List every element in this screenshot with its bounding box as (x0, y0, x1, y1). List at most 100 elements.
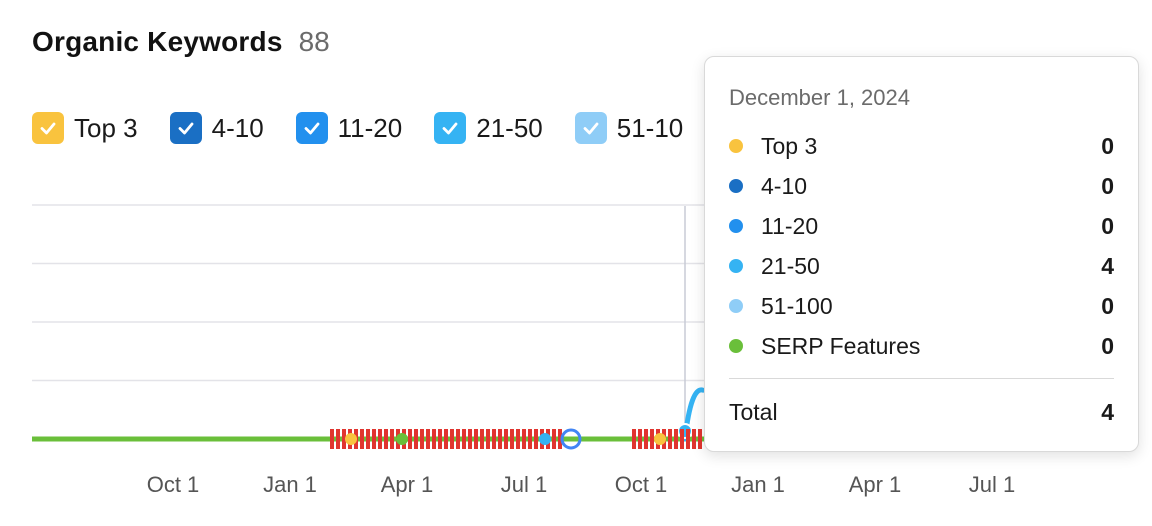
serp-feature-marker[interactable] (486, 429, 490, 449)
serp-feature-marker[interactable] (492, 429, 496, 449)
serp-feature-marker[interactable] (498, 429, 502, 449)
tooltip-date: December 1, 2024 (729, 85, 910, 110)
series-dot-icon (729, 259, 743, 273)
serp-feature-marker[interactable] (438, 429, 442, 449)
chart-area[interactable]: Oct 1 Jan 1 Apr 1 Jul 1 Oct 1 Jan 1 Apr 1 Jul 1 (0, 190, 1152, 526)
series-dot-icon (729, 179, 743, 193)
legend-item-top3[interactable]: Top 3 (32, 112, 138, 144)
serp-feature-marker[interactable] (468, 429, 472, 449)
legend-label: 51-10 (616, 112, 684, 143)
google-icon[interactable] (560, 428, 582, 450)
serp-feature-marker[interactable] (444, 429, 448, 449)
tooltip-row-value: 0 (1101, 212, 1114, 239)
serp-feature-marker[interactable] (426, 429, 430, 449)
tooltip-row: 11-20 0 (729, 211, 1114, 241)
serp-feature-marker[interactable] (692, 429, 696, 449)
serp-feature-marker[interactable] (522, 429, 526, 449)
serp-feature-marker[interactable] (480, 429, 484, 449)
serp-feature-glyph-icon (539, 433, 551, 445)
serp-feature-marker[interactable] (686, 429, 690, 449)
serp-feature-marker[interactable] (516, 429, 520, 449)
tooltip-total-value: 4 (1101, 398, 1114, 425)
x-tick-label: Jul 1 (501, 472, 547, 497)
tooltip-total-row: Total 4 (729, 397, 1114, 427)
serp-feature-marker[interactable] (420, 429, 424, 449)
serp-feature-marker[interactable] (534, 429, 538, 449)
serp-feature-marker[interactable] (644, 429, 648, 449)
tooltip: December 1, 2024 Top 3 0 4-10 0 11-20 0 … (704, 56, 1139, 452)
x-tick-label: Oct 1 (147, 472, 200, 497)
serp-feature-marker[interactable] (330, 429, 334, 449)
legend-item-21-50[interactable]: 21-50 (434, 112, 543, 144)
tooltip-row: 21-50 4 (729, 251, 1114, 281)
chart-title: Organic Keywords (32, 26, 283, 57)
serp-feature-marker[interactable] (474, 429, 478, 449)
keyword-count: 88 (298, 26, 330, 57)
title-row: Organic Keywords 88 (32, 26, 330, 58)
series-dot-icon (729, 299, 743, 313)
serp-feature-marker[interactable] (632, 429, 636, 449)
serp-feature-marker[interactable] (366, 429, 370, 449)
tooltip-row-label: 4-10 (761, 172, 808, 199)
serp-feature-marker[interactable] (408, 429, 412, 449)
series-dot-icon (729, 139, 743, 153)
serp-feature-marker[interactable] (456, 429, 460, 449)
tooltip-row-label: Top 3 (761, 132, 818, 159)
tooltip-row-value: 4 (1101, 252, 1114, 279)
checkbox-icon[interactable] (574, 112, 607, 144)
checkbox-icon[interactable] (169, 112, 202, 144)
checkbox-icon[interactable] (434, 112, 467, 144)
serp-feature-marker[interactable] (638, 429, 642, 449)
legend-label: Top 3 (74, 112, 138, 143)
serp-feature-marker[interactable] (680, 429, 684, 449)
legend-item-11-20[interactable]: 11-20 (295, 112, 403, 144)
tooltip-row-value: 0 (1101, 172, 1114, 199)
x-tick-label: Jul 1 (969, 472, 1015, 497)
tooltip-row-label: 21-50 (761, 252, 820, 279)
tooltip-total-label: Total (729, 398, 778, 425)
serp-feature-marker[interactable] (674, 429, 678, 449)
series-dot-icon (729, 219, 743, 233)
serp-feature-marker[interactable] (336, 429, 340, 449)
serp-feature-marker[interactable] (414, 429, 418, 449)
serp-feature-glyph-icon (345, 433, 357, 445)
serp-feature-marker[interactable] (528, 429, 532, 449)
serp-feature-marker[interactable] (552, 429, 556, 449)
serp-feature-marker[interactable] (372, 429, 376, 449)
serp-feature-marker[interactable] (384, 429, 388, 449)
tooltip-row-value: 0 (1101, 132, 1114, 159)
tooltip-divider (729, 378, 1114, 379)
series-dot-icon (729, 339, 743, 353)
serp-feature-marker[interactable] (668, 429, 672, 449)
serp-feature-marker[interactable] (558, 429, 562, 449)
serp-feature-marker[interactable] (390, 429, 394, 449)
x-tick-label: Oct 1 (615, 472, 668, 497)
serp-feature-marker[interactable] (432, 429, 436, 449)
serp-feature-marker[interactable] (698, 429, 702, 449)
legend-label: 21-50 (476, 112, 543, 143)
tooltip-row-value: 0 (1101, 332, 1114, 359)
checkbox-icon[interactable] (295, 112, 328, 144)
serp-feature-marker[interactable] (360, 429, 364, 449)
checkbox-icon[interactable] (32, 112, 64, 144)
serp-feature-glyph-icon (654, 433, 666, 445)
x-tick-label: Jan 1 (731, 472, 785, 497)
serp-feature-marker[interactable] (378, 429, 382, 449)
serp-feature-marker[interactable] (504, 429, 508, 449)
x-tick-label: Apr 1 (381, 472, 434, 497)
serp-feature-marker[interactable] (650, 429, 654, 449)
serp-feature-marker[interactable] (450, 429, 454, 449)
tooltip-row-label: 11-20 (761, 212, 819, 239)
serp-feature-marker[interactable] (462, 429, 466, 449)
legend-item-4-10[interactable]: 4-10 (169, 112, 264, 144)
tooltip-row-label: 51-100 (761, 292, 833, 319)
legend-label: 11-20 (337, 112, 403, 143)
tooltip-row: 51-100 0 (729, 291, 1114, 321)
x-tick-label: Jan 1 (263, 472, 317, 497)
x-tick-label: Apr 1 (849, 472, 902, 497)
legend-item-51-100[interactable]: 51-10 (574, 112, 684, 144)
serp-feature-marker[interactable] (510, 429, 514, 449)
tooltip-row-label: SERP Features (761, 332, 921, 359)
serp-feature-marker[interactable] (342, 429, 346, 449)
tooltip-row-value: 0 (1101, 292, 1114, 319)
